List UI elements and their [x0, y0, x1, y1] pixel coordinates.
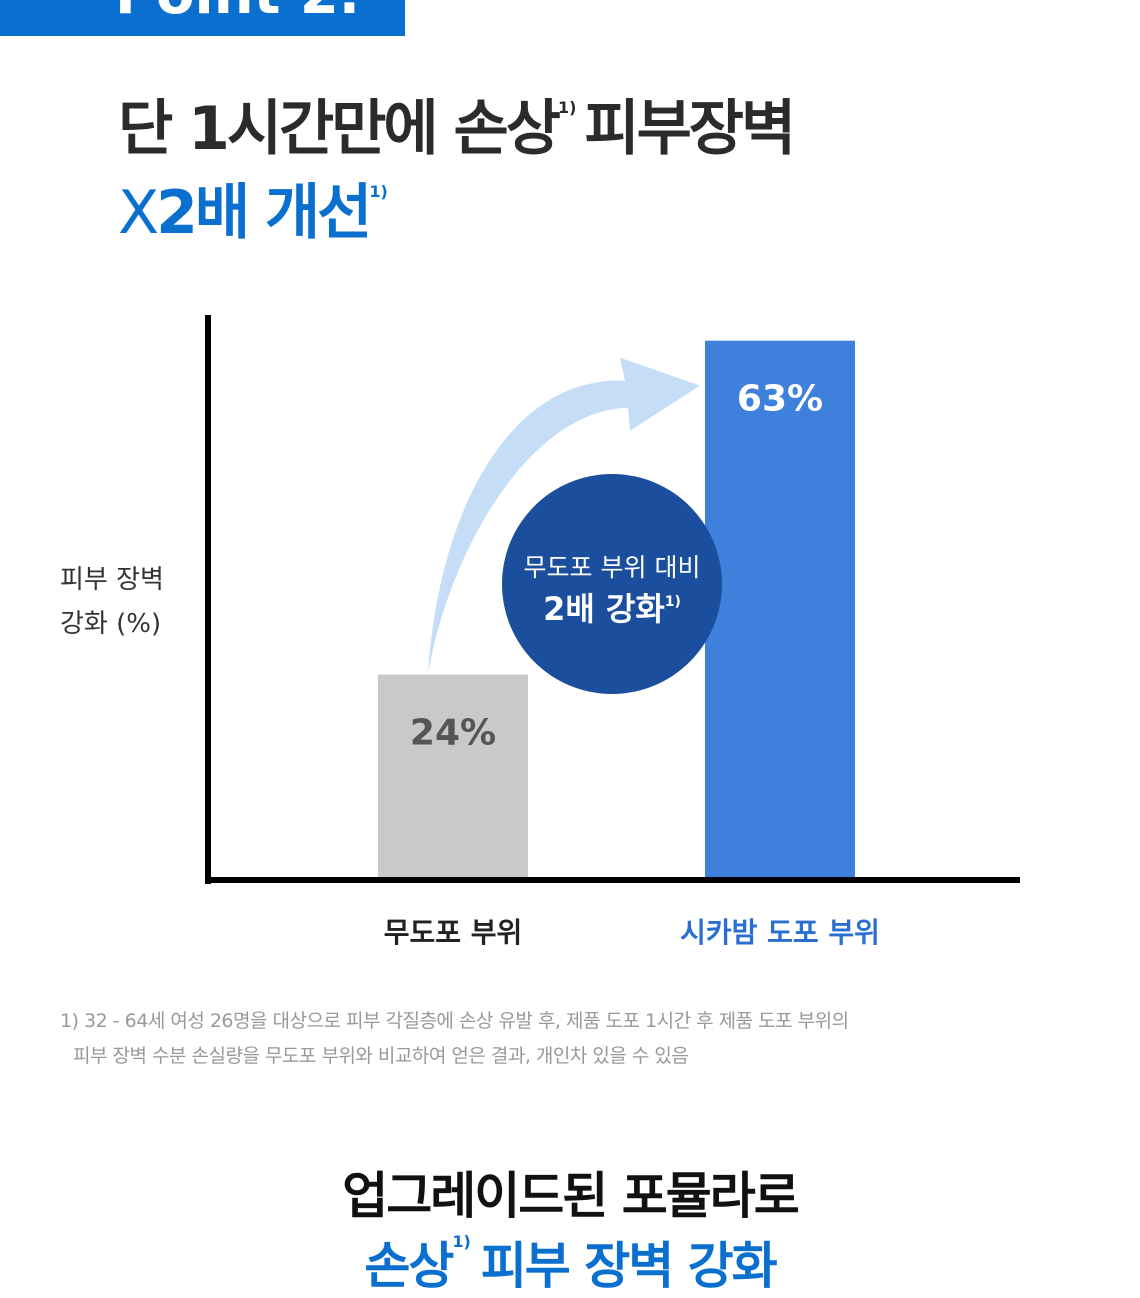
banner: Point 2.	[0, 0, 405, 36]
superscript: 1)	[557, 98, 577, 117]
bottom-heading: 업그레이드된 포뮬라로	[342, 1167, 799, 1225]
annotation-text: 2배 강화1)	[543, 590, 681, 628]
bottom-text: 피부 장벽 강화	[480, 1237, 778, 1295]
arrow	[428, 357, 700, 675]
footnote-line: 1) 32 - 64세 여성 26명을 대상으로 피부 각질층에 손상 유발 후…	[60, 1010, 849, 1032]
x-tick-label: 시카밤 도포 부위	[680, 916, 880, 949]
x-tick-label: 무도포 부위	[384, 916, 523, 949]
superscript: 1)	[452, 1232, 471, 1251]
heading-text: X	[118, 178, 159, 248]
annotation-text: 무도포 부위 대비	[524, 553, 701, 582]
footnote: 1) 32 - 64세 여성 26명을 대상으로 피부 각질층에 손상 유발 후…	[60, 1004, 849, 1074]
footnote-line: 피부 장벽 수분 손실량을 무도포 부위와 비교하여 얻은 결과, 개인차 있을…	[73, 1045, 689, 1067]
heading-line1: 단 1시간만에 손상1) 피부장벽	[118, 80, 796, 167]
heading-line2: X2배 개선1)	[118, 164, 388, 251]
bar	[705, 340, 855, 880]
y-axis-label: 강화 (%)	[60, 609, 161, 639]
heading-text: 2배 개선	[156, 178, 372, 248]
superscript: 1)	[369, 182, 388, 201]
bottom-heading-2: 손상1) 피부 장벽 강화	[0, 1226, 1140, 1298]
bar	[378, 674, 528, 880]
heading-text: 피부장벽	[584, 94, 796, 164]
bottom-text: 손상	[364, 1237, 454, 1295]
annotation-circle	[502, 474, 722, 694]
annotation-strong: 2배 강화	[543, 590, 665, 628]
value-label: 63%	[737, 379, 823, 420]
y-axis-label: 피부 장벽	[60, 565, 164, 595]
heading-text: 단 1시간만에 손상	[118, 94, 561, 164]
value-label: 24%	[410, 713, 496, 754]
superscript: 1)	[665, 594, 681, 610]
banner-text: Point 2.	[115, 0, 360, 27]
